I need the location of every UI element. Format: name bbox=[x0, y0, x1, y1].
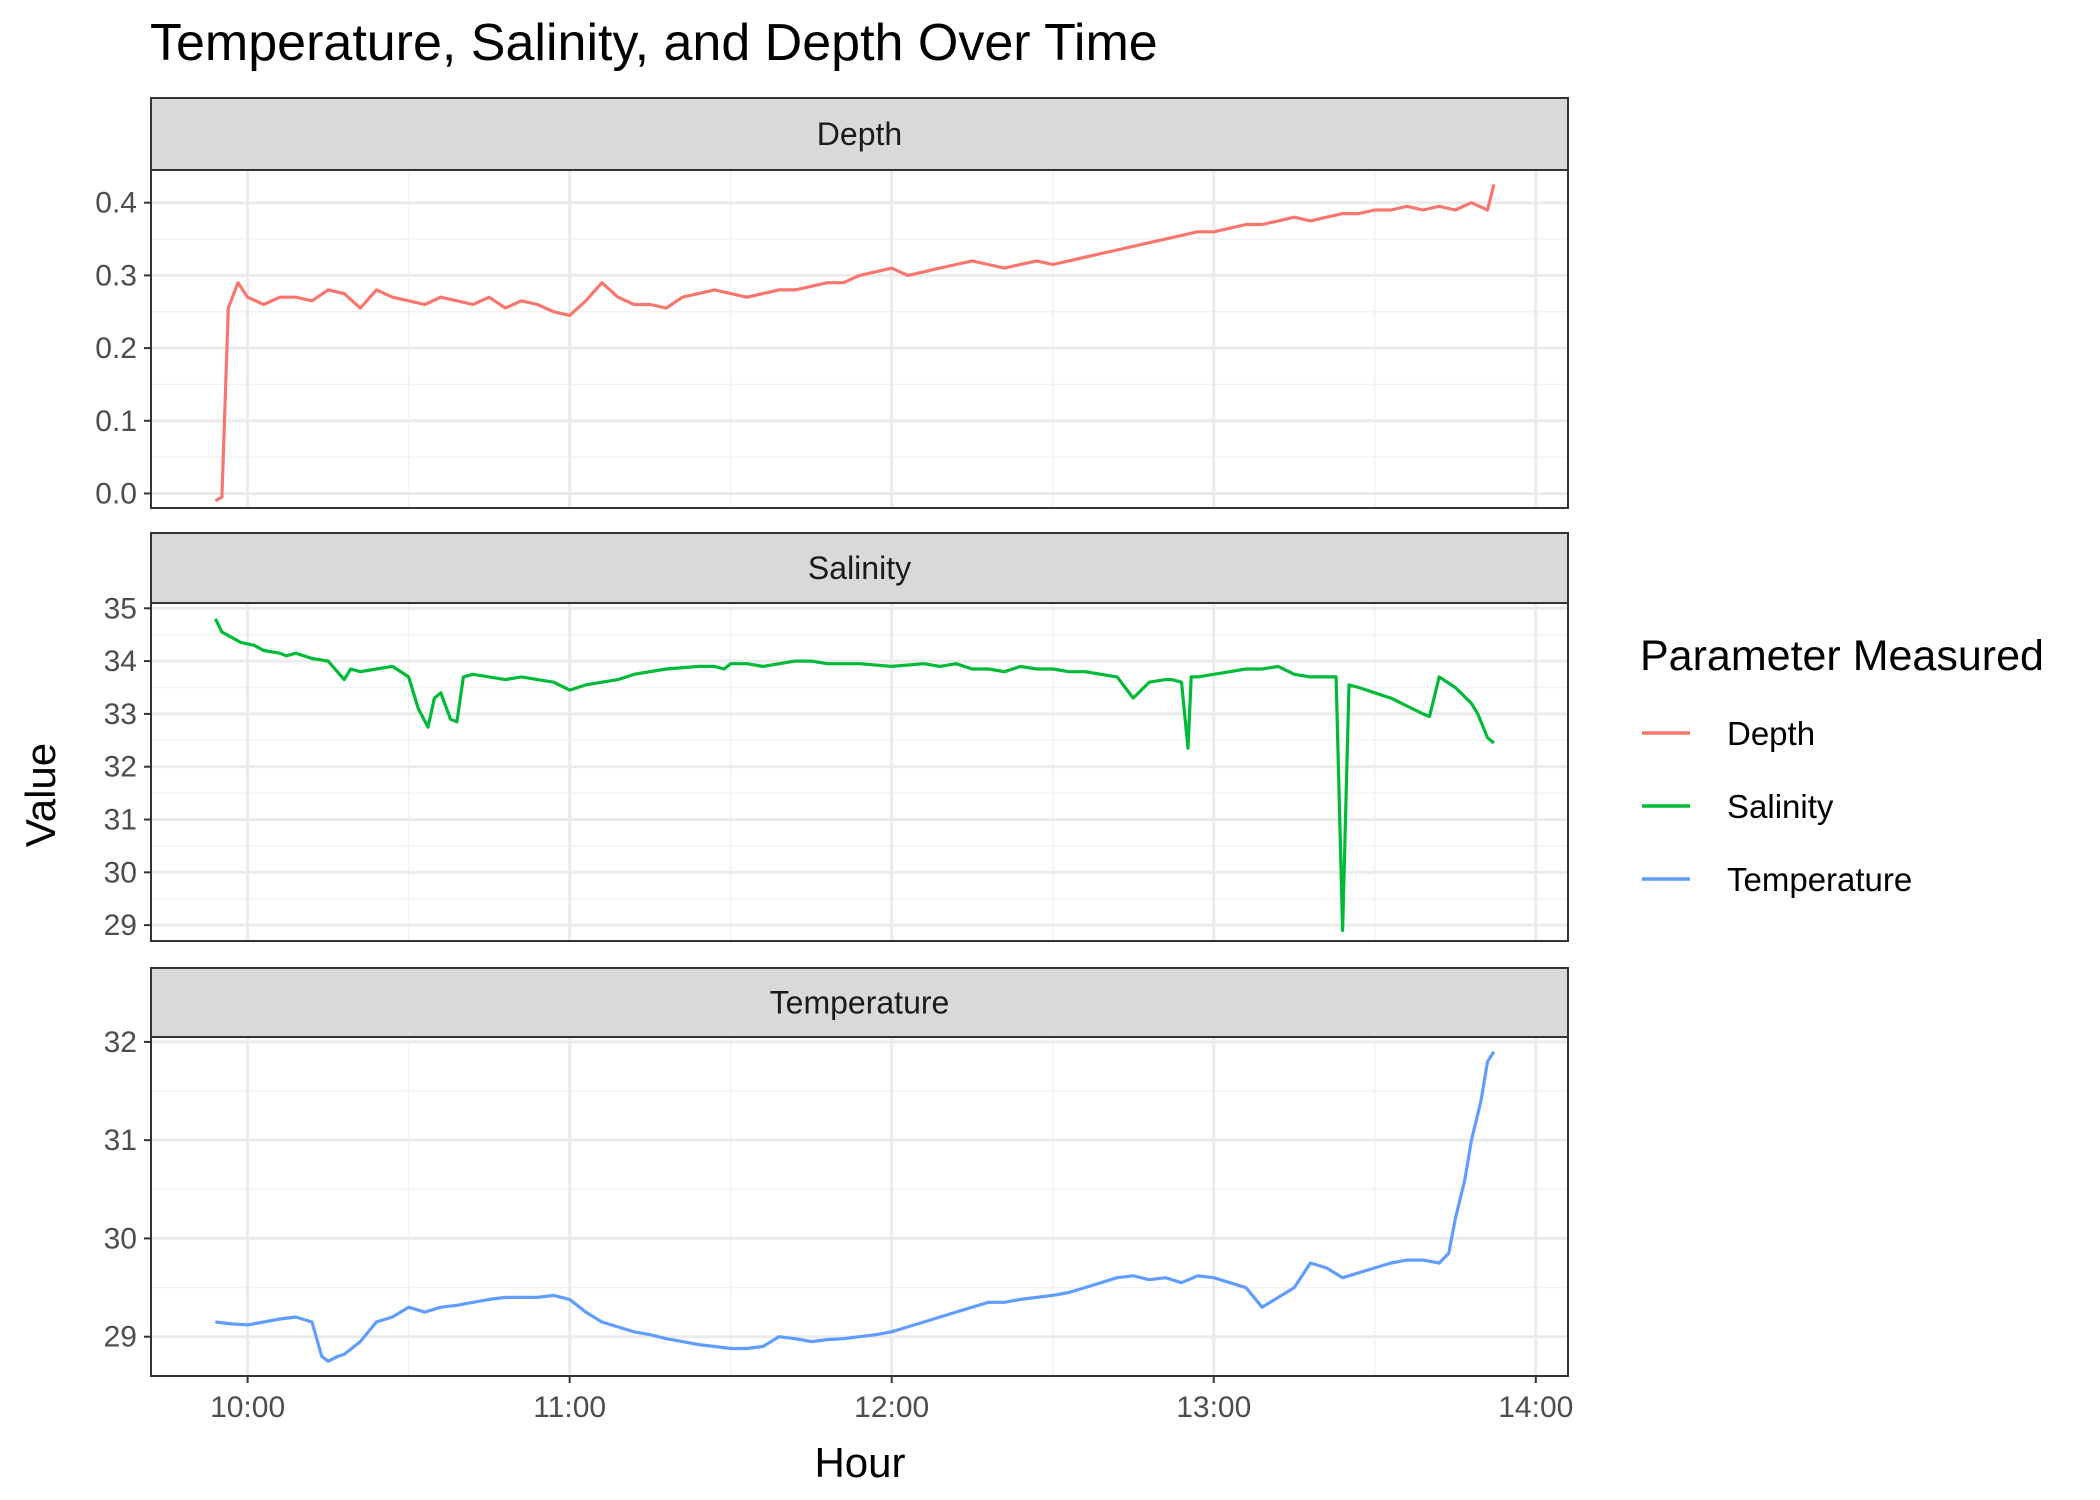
legend-label-temperature: Temperature bbox=[1727, 861, 1912, 898]
y-tick-label: 0.2 bbox=[95, 332, 137, 365]
y-tick-label: 29 bbox=[104, 909, 137, 942]
panel-background bbox=[151, 603, 1568, 941]
y-tick-label: 31 bbox=[104, 804, 137, 837]
facet-panels: Depth 0.0 0.1 0.2 0.3 0.4 Salinity 29 30 31 32 33 34… bbox=[95, 97, 1573, 1424]
x-tick-label: 13:00 bbox=[1176, 1391, 1251, 1424]
y-tick-label: 0.0 bbox=[95, 477, 137, 510]
facet-strip bbox=[150, 532, 1569, 604]
x-tick-label: 10:00 bbox=[210, 1391, 285, 1424]
panel-background bbox=[151, 170, 1568, 508]
y-tick-label: 30 bbox=[104, 1222, 137, 1255]
y-tick-label: 31 bbox=[104, 1124, 137, 1157]
facet-strip-label: Salinity bbox=[808, 550, 911, 586]
x-tick-label: 11:00 bbox=[533, 1391, 606, 1424]
y-tick-label: 33 bbox=[104, 698, 137, 731]
facet-strip-label: Depth bbox=[817, 116, 902, 152]
y-tick-label: 30 bbox=[104, 856, 137, 889]
y-tick-label: 0.4 bbox=[95, 187, 137, 220]
x-tick-label: 12:00 bbox=[854, 1391, 929, 1424]
x-tick-label: 14:00 bbox=[1498, 1391, 1573, 1424]
facet-panel-salinity: Salinity 29 30 31 32 33 34 35 bbox=[104, 532, 1569, 942]
legend: Parameter Measured Depth Salinity Temperat… bbox=[1640, 632, 2044, 898]
chart-title: Temperature, Salinity, and Depth Over Ti… bbox=[150, 14, 1158, 72]
x-axis-title: Hour bbox=[814, 1439, 905, 1486]
facet-panel-depth: Depth 0.0 0.1 0.2 0.3 0.4 bbox=[95, 97, 1569, 510]
legend-title: Parameter Measured bbox=[1640, 632, 2044, 680]
y-tick-label: 32 bbox=[104, 1026, 137, 1059]
series-line-depth bbox=[214, 184, 1496, 503]
y-tick-label: 0.3 bbox=[95, 259, 137, 292]
panel-background bbox=[151, 1037, 1568, 1376]
y-tick-label: 32 bbox=[104, 751, 137, 784]
y-tick-label: 34 bbox=[104, 645, 137, 678]
facet-strip bbox=[150, 97, 1569, 171]
facet-panel-temperature: Temperature 29 30 31 32 bbox=[104, 967, 1569, 1377]
legend-label-depth: Depth bbox=[1727, 715, 1815, 752]
y-tick-label: 29 bbox=[104, 1321, 137, 1354]
panel-border bbox=[150, 169, 1569, 509]
facet-strip bbox=[150, 967, 1569, 1038]
legend-label-salinity: Salinity bbox=[1727, 788, 1834, 825]
y-axis-title: Value bbox=[17, 743, 64, 847]
y-tick-label: 0.1 bbox=[95, 405, 137, 438]
facet-strip-label: Temperature bbox=[770, 985, 950, 1021]
panel-border bbox=[150, 1036, 1569, 1377]
y-tick-label: 35 bbox=[104, 592, 137, 625]
panel-border bbox=[150, 602, 1569, 942]
series-line-temperature bbox=[215, 1050, 1496, 1363]
series-line-salinity bbox=[213, 618, 1495, 933]
